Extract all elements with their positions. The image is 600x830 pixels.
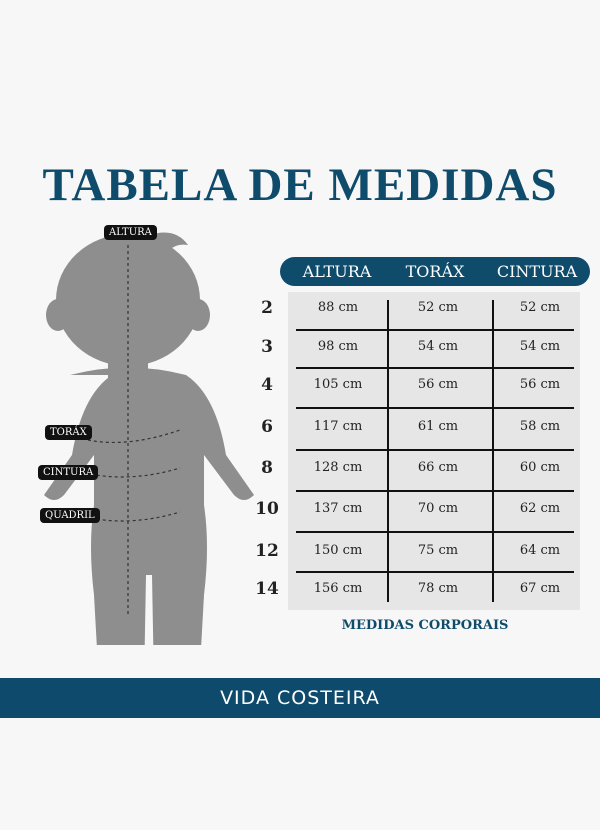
size-label: 2 [261,298,273,318]
cell-torax: 52 cm [417,300,459,315]
row-divider [296,367,574,369]
cell-torax: 75 cm [417,543,459,558]
size-table [288,292,580,610]
header-cintura: CINTURA [496,262,578,281]
cell-altura: 156 cm [313,581,363,596]
column-divider [387,300,389,602]
size-label: 3 [261,337,273,357]
brand-logo: VIDA COSTEIRA [220,687,380,709]
column-divider [492,300,494,602]
cell-torax: 66 cm [417,460,459,475]
row-divider [296,329,574,331]
header-altura: ALTURA [302,262,372,281]
cell-altura: 117 cm [313,419,363,434]
cell-altura: 128 cm [313,460,363,475]
cell-torax: 78 cm [417,581,459,596]
table-header: ALTURA TORÁX CINTURA [280,257,590,286]
label-torax: TORÁX [45,425,92,440]
cell-altura: 137 cm [313,501,363,516]
child-silhouette [44,232,254,645]
cell-altura: 150 cm [313,543,363,558]
size-label: 14 [255,579,279,599]
label-cintura: CINTURA [38,465,99,480]
cell-cintura: 60 cm [519,460,561,475]
cell-torax: 70 cm [417,501,459,516]
cell-torax: 61 cm [417,419,459,434]
cell-altura: 88 cm [317,300,359,315]
cell-cintura: 52 cm [519,300,561,315]
cell-torax: 54 cm [417,339,459,354]
cell-cintura: 54 cm [519,339,561,354]
size-label: 12 [255,541,279,561]
header-torax: TORÁX [405,262,465,281]
row-divider [296,531,574,533]
cell-cintura: 58 cm [519,419,561,434]
size-label: 4 [261,375,273,395]
page-title: TABELA DE MEDIDAS [42,159,558,211]
cell-cintura: 62 cm [519,501,561,516]
row-divider [296,571,574,573]
row-divider [296,407,574,409]
row-divider [296,449,574,451]
brand-banner: VIDA COSTEIRA [0,678,600,718]
cell-cintura: 56 cm [519,377,561,392]
cell-cintura: 67 cm [519,581,561,596]
cell-altura: 98 cm [317,339,359,354]
label-quadril: QUADRIL [40,508,100,523]
cell-altura: 105 cm [313,377,363,392]
cell-torax: 56 cm [417,377,459,392]
size-label: 8 [261,458,273,478]
label-altura: ALTURA [104,225,157,240]
row-divider [296,490,574,492]
size-label: 6 [261,417,273,437]
size-label: 10 [255,499,279,519]
table-caption: MEDIDAS CORPORAIS [341,618,509,633]
cell-cintura: 64 cm [519,543,561,558]
